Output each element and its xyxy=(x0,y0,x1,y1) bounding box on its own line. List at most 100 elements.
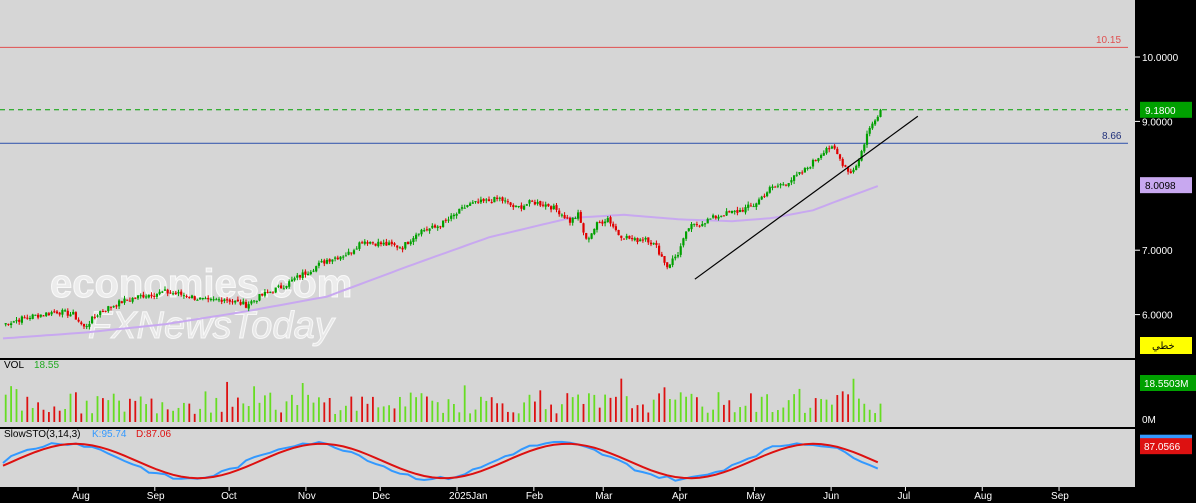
candle-body xyxy=(433,225,437,228)
candle-body xyxy=(838,154,842,159)
ascending-trendline[interactable] xyxy=(694,115,919,280)
time-axis-label: Jul xyxy=(897,491,910,502)
candle-body xyxy=(258,294,261,301)
candle-body xyxy=(280,285,283,289)
support-level-label: 8.66 xyxy=(1102,131,1122,142)
time-axis-label: Sep xyxy=(147,491,165,502)
candle-body xyxy=(115,305,118,307)
candle-body xyxy=(428,228,431,231)
volume-bar xyxy=(442,412,444,422)
candle-body xyxy=(134,297,137,299)
candle-body xyxy=(801,172,804,174)
trendline[interactable] xyxy=(694,115,919,280)
candle-body xyxy=(533,201,536,205)
candle-body xyxy=(96,315,99,317)
candle-body xyxy=(263,291,266,296)
candle-body xyxy=(671,258,674,266)
volume-bar xyxy=(561,404,563,422)
candle-body xyxy=(107,306,110,312)
volume-bar xyxy=(274,409,277,422)
candle-body xyxy=(334,257,337,259)
candle-body xyxy=(609,217,612,224)
volume-bar xyxy=(161,402,164,422)
candle-body xyxy=(663,256,666,263)
volume-bar xyxy=(787,400,790,422)
candle-body xyxy=(417,233,420,235)
volume-bar xyxy=(696,397,698,422)
candle-body xyxy=(687,228,690,231)
candle-body xyxy=(209,299,212,301)
volume-bar xyxy=(458,412,461,422)
candle-body xyxy=(261,293,264,296)
candle-body xyxy=(374,243,377,246)
volume-bar xyxy=(107,400,110,422)
volume-bar xyxy=(733,412,736,422)
candle-body xyxy=(131,297,134,302)
candle-body xyxy=(463,207,466,209)
candle-body xyxy=(760,196,763,200)
candle-body xyxy=(504,200,507,202)
candle-body xyxy=(39,314,42,317)
candle-body xyxy=(123,298,126,303)
volume-bar xyxy=(264,395,266,422)
volume-bar xyxy=(593,394,596,422)
candle-body xyxy=(774,186,777,188)
candle-body xyxy=(728,211,731,213)
volume-bar xyxy=(701,406,704,422)
volume-bar xyxy=(847,394,849,422)
time-axis-label: Oct xyxy=(221,491,237,502)
volume-bar xyxy=(463,385,466,422)
candle-body xyxy=(436,226,439,229)
volume-bar xyxy=(204,391,207,422)
volume-bar xyxy=(658,393,660,422)
candle-body xyxy=(234,300,237,303)
candle-body xyxy=(730,210,734,214)
candle-body xyxy=(177,292,180,294)
candle-body xyxy=(685,231,688,239)
candle-body xyxy=(460,207,464,209)
volume-bar xyxy=(690,393,693,422)
candle-body xyxy=(752,206,755,208)
candle-body xyxy=(7,323,10,325)
volume-bar xyxy=(663,387,666,422)
volume-bar xyxy=(393,408,396,422)
candle-body xyxy=(269,291,272,293)
candle-body xyxy=(649,242,653,245)
volume-bar xyxy=(193,413,196,422)
candle-body xyxy=(820,155,823,158)
candle-body xyxy=(849,171,852,174)
candle-body xyxy=(547,203,550,207)
volume-bar xyxy=(496,403,498,422)
volume-bar xyxy=(636,405,639,422)
volume-bar xyxy=(53,406,56,422)
volume-bar xyxy=(334,413,336,422)
candle-body xyxy=(153,295,156,297)
volume-bar xyxy=(539,390,542,422)
candle-body xyxy=(161,291,164,293)
candle-body xyxy=(749,205,752,207)
volume-bar xyxy=(361,396,363,422)
candle-body xyxy=(617,229,620,236)
volume-bar xyxy=(534,401,536,422)
volume-bar xyxy=(388,405,390,422)
volume-bar xyxy=(631,408,633,422)
candle-body xyxy=(806,167,809,169)
candle-body xyxy=(668,264,671,268)
volume-bar xyxy=(69,393,72,422)
stochastic-d-label: D:87.06 xyxy=(136,429,171,440)
candle-body xyxy=(755,203,758,207)
candle-body xyxy=(393,243,396,245)
volume-bar xyxy=(350,396,353,422)
candle-body xyxy=(844,165,847,167)
volume-bar xyxy=(485,400,488,422)
volume-bar xyxy=(31,407,34,422)
candle-body xyxy=(425,229,428,231)
candle-body xyxy=(690,224,693,230)
volume-bar xyxy=(555,413,558,422)
candle-body xyxy=(307,273,310,276)
candle-body xyxy=(250,301,253,304)
candle-body xyxy=(490,202,493,204)
volume-bar xyxy=(852,378,855,422)
candle-body xyxy=(860,151,863,161)
